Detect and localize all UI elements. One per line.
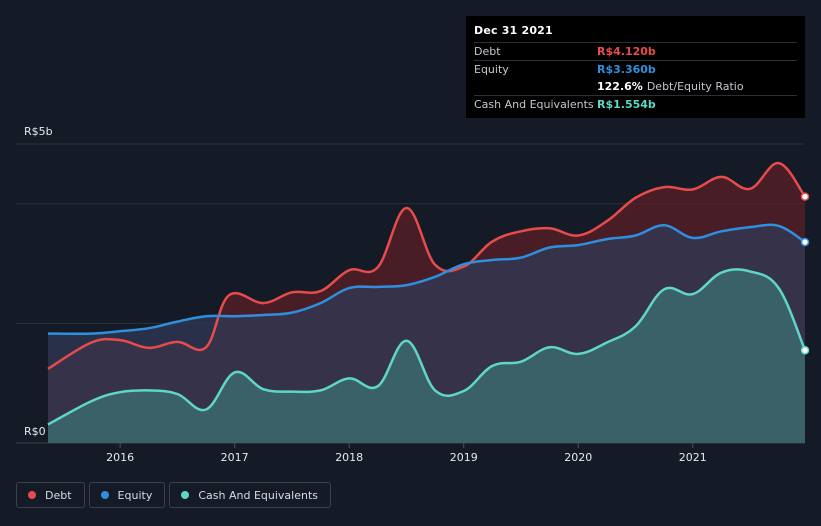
tooltip-cash-value: R$1.554b — [597, 98, 656, 111]
x-tick-label: 2016 — [106, 451, 134, 464]
legend-item-debt[interactable]: Debt — [16, 482, 85, 508]
x-tick-label: 2021 — [679, 451, 707, 464]
tooltip-equity-label: Equity — [474, 63, 509, 76]
series-lines — [47, 161, 807, 426]
marker-debt — [800, 192, 810, 201]
legend-dot-equity — [100, 491, 109, 499]
legend-dot-debt — [28, 491, 36, 499]
x-tick-label: 2020 — [564, 451, 592, 464]
legend-label-debt: Debt — [45, 488, 72, 502]
tooltip-row-debt: Debt R$4.120b — [474, 42, 797, 60]
marker-equity — [800, 237, 810, 247]
tooltip-equity-value: R$3.360b — [597, 63, 656, 76]
tooltip-debt-label: Debt — [474, 45, 501, 58]
y-axis-max-label: R$5b — [24, 125, 53, 138]
tooltip-ratio-value: 122.6% — [597, 80, 643, 93]
x-axis-ticks: 2016 2017 2018 2019 2020 2021 — [106, 443, 707, 464]
legend-label-equity: Equity — [117, 488, 153, 502]
tooltip-row-ratio: 122.6% Debt/Equity Ratio — [474, 78, 797, 95]
x-tick-label: 2018 — [335, 451, 363, 464]
tooltip-debt-value: R$4.120b — [597, 45, 656, 58]
area-cash — [48, 269, 805, 443]
x-tick-label: 2017 — [221, 451, 249, 464]
x-tick-label: 2019 — [450, 451, 478, 464]
tooltip-date: Dec 31 2021 — [474, 24, 553, 37]
legend-item-equity[interactable]: Equity — [88, 482, 166, 508]
legend-item-cash[interactable]: Cash And Equivalents — [169, 482, 331, 508]
line-equity — [47, 223, 806, 336]
tooltip-panel: Dec 31 2021 Debt R$4.120b Equity R$3.360… — [466, 16, 805, 118]
tooltip-row-equity: Equity R$3.360b — [474, 60, 797, 78]
line-cash — [47, 268, 807, 426]
chart-legend: Debt Equity Cash And Equivalents — [16, 482, 331, 508]
legend-dot-cash — [181, 491, 190, 499]
tooltip-ratio-label: Debt/Equity Ratio — [646, 80, 744, 93]
series-areas — [48, 163, 805, 443]
y-axis-min-label: R$0 — [24, 425, 46, 438]
tooltip-row-cash: Cash And Equivalents R$1.554b — [474, 95, 797, 113]
series-end-markers — [800, 192, 810, 355]
marker-cash — [800, 346, 810, 355]
legend-label-cash: Cash And Equivalents — [198, 488, 318, 502]
tooltip-cash-label: Cash And Equivalents — [474, 98, 594, 111]
line-debt — [47, 161, 807, 370]
